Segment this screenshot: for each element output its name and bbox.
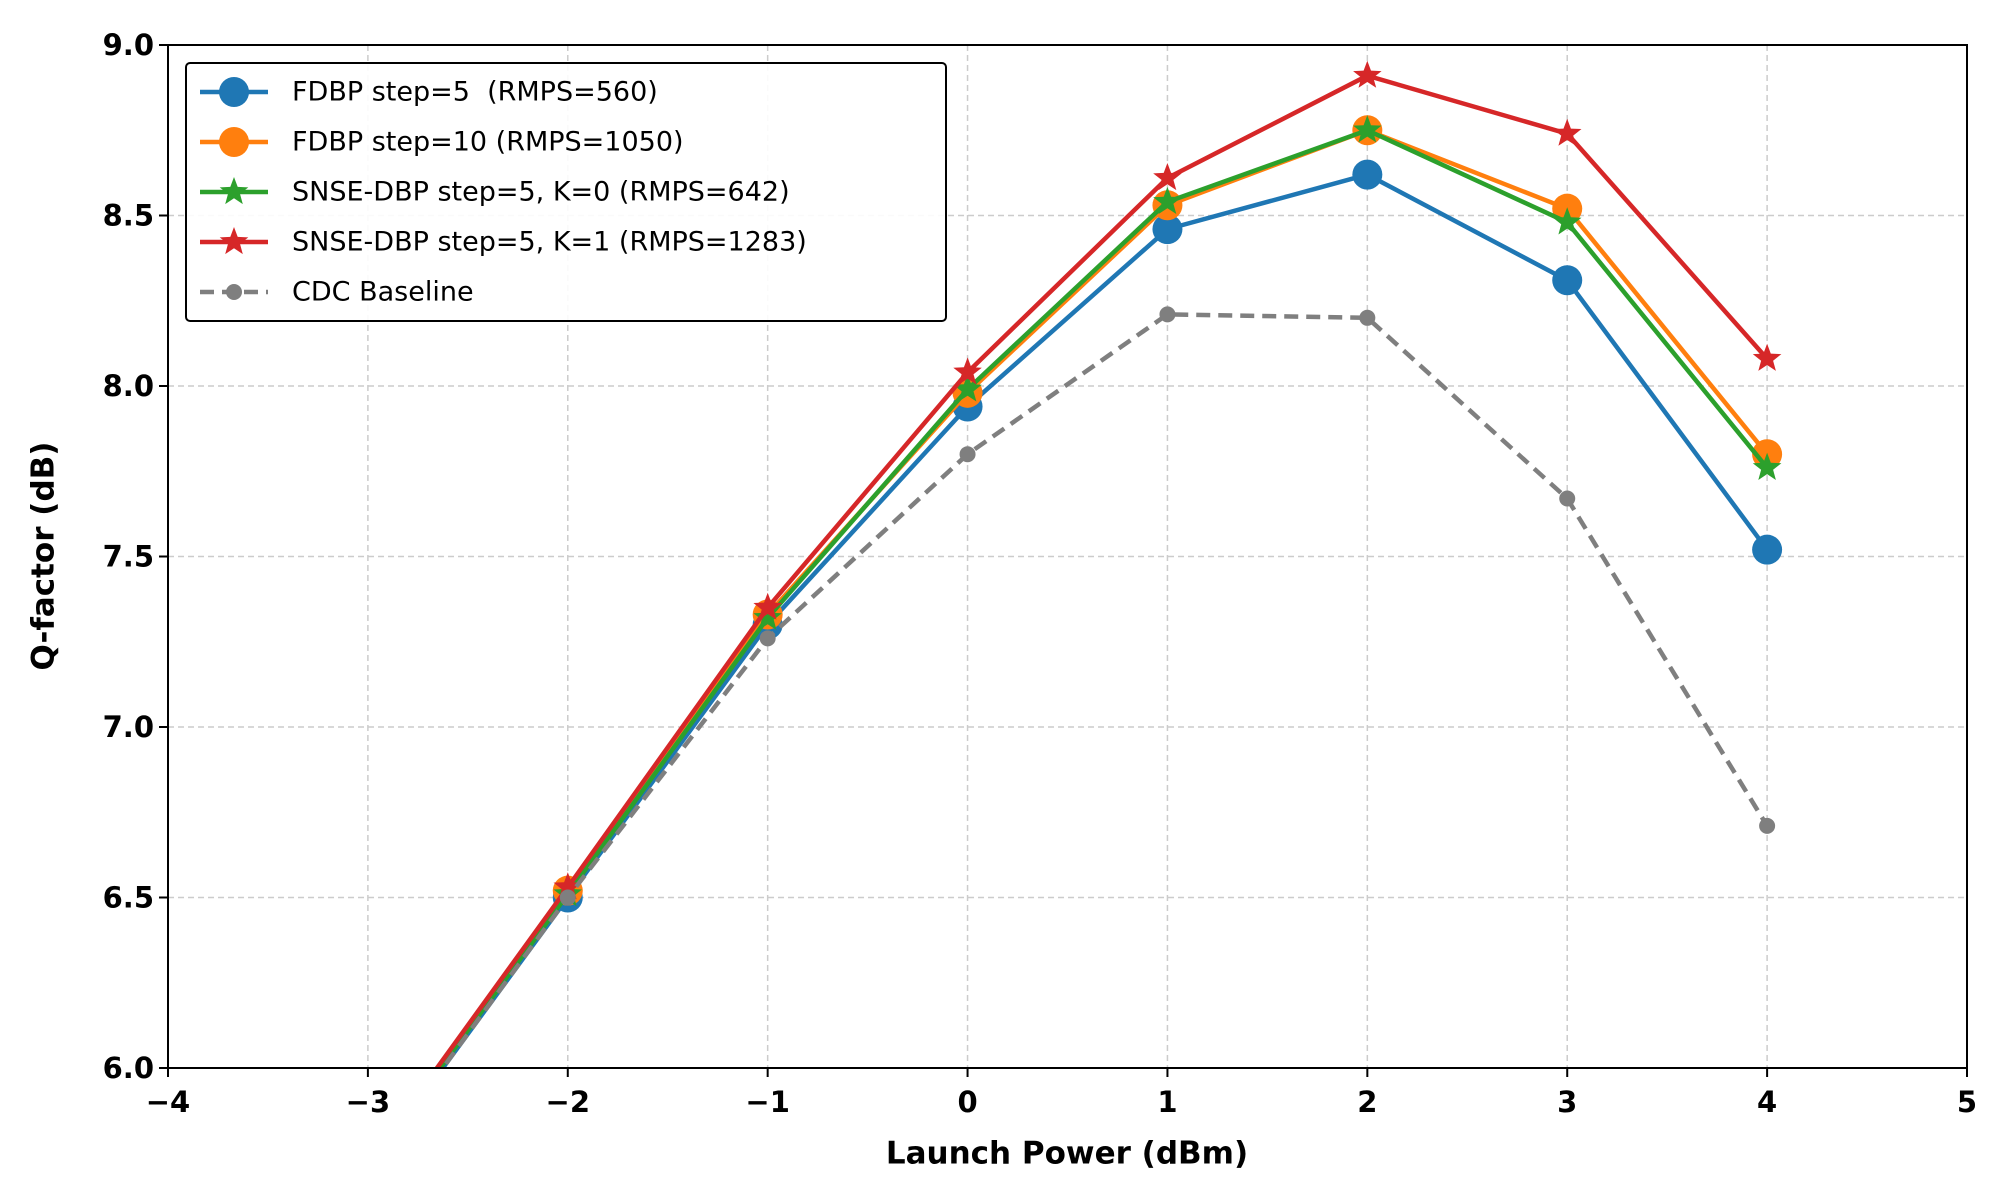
series-line [440,312,1770,1068]
y-tick-label: 6.5 [103,881,154,915]
data-point [1352,159,1383,190]
data-point [354,1149,383,1176]
legend-label: FDBP step=10 (RMPS=1050) [292,127,684,158]
legend-label: FDBP step=5 (RMPS=560) [292,77,658,108]
x-tick-label: 5 [1957,1085,1977,1119]
data-point [354,1152,383,1179]
data-point [559,889,576,906]
x-tick-label: 1 [1157,1085,1177,1119]
legend-marker [219,227,249,255]
x-tick-label: 0 [957,1085,977,1119]
legend: FDBP step=5 (RMPS=560) FDBP step=10 (RMPS… [185,62,947,322]
legend-marker [219,177,249,205]
data-point [953,357,982,385]
legend-label: CDC Baseline [292,277,474,308]
x-tick-label: −3 [346,1085,390,1119]
x-tick-label: 3 [1557,1085,1577,1119]
data-point [1752,452,1782,480]
plot-area [353,60,1783,1185]
data-point [1553,118,1582,146]
data-point [1752,343,1782,371]
data-point [360,1162,376,1178]
x-tick-label: −1 [745,1085,789,1119]
data-point [1359,309,1376,326]
x-tick-label: 2 [1357,1085,1377,1119]
data-point [1353,60,1382,88]
data-point [1759,817,1776,834]
data-point [353,1152,383,1182]
data-point [1153,163,1182,191]
data-point [553,872,582,900]
data-point [1152,214,1183,245]
data-point [1553,207,1582,235]
legend-label: SNSE-DBP step=5, K=1 (RMPS=1283) [292,227,807,258]
legend-box [185,62,947,322]
y-tick-label: 7.5 [103,540,154,574]
data-point [1559,490,1576,507]
y-tick-label: 7.0 [103,710,154,744]
data-point [753,602,782,630]
data-point [953,374,982,402]
y-axis-label: Q-factor (dB) [26,442,62,671]
data-point [1159,306,1176,323]
y-tick-label: 9.0 [103,28,154,62]
data-point [1353,115,1382,143]
data-point [759,630,776,647]
y-tick-label: 8.5 [103,199,154,233]
y-tick-label: 6.0 [103,1051,154,1085]
ticks: −4 −3 −2 −1 0 1 2 3 4 5 6.0 6.5 7.0 7.5 8.0 8.5 9.0 [103,28,1977,1119]
y-tick-label: 8.0 [103,369,154,403]
data-point [753,592,782,620]
x-tick-label: −4 [146,1085,190,1119]
series-line [440,172,1769,1068]
series-line [434,73,1769,1068]
legend-marker [226,284,242,300]
legend-marker [219,127,249,157]
x-tick-label: −2 [546,1085,590,1119]
data-point [959,446,976,463]
data-point [353,1155,383,1185]
legend-marker [219,77,249,107]
x-axis-label: Launch Power (dBm) [886,1136,1248,1172]
series-line [437,128,1769,1068]
data-point [1153,186,1182,214]
legend-label: SNSE-DBP step=5, K=0 (RMPS=642) [292,177,790,208]
data-point [1552,265,1583,296]
data-point [1752,534,1783,565]
x-tick-label: 4 [1757,1085,1777,1119]
